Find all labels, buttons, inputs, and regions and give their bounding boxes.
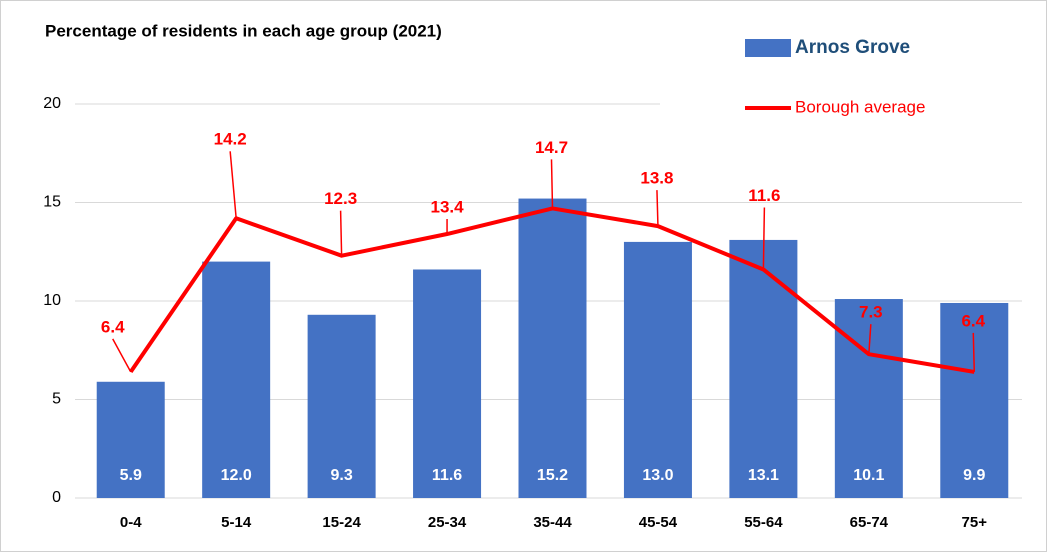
legend-background: [660, 22, 1030, 132]
line-value-label: 13.8: [640, 169, 673, 188]
bar: [202, 261, 271, 498]
line-value-label: 12.3: [324, 189, 357, 208]
x-tick-label: 5-14: [221, 514, 252, 531]
leader-line: [868, 324, 872, 355]
leader-line: [339, 210, 343, 256]
bar-value-label: 10.1: [853, 467, 884, 484]
x-tick-label: 75+: [962, 514, 988, 531]
bar-value-label: 12.0: [221, 467, 252, 484]
bar: [518, 198, 587, 498]
legend-swatch: [745, 39, 791, 57]
x-tick-label: 15-24: [322, 514, 361, 531]
x-tick-label: 45-54: [639, 514, 678, 531]
bar: [413, 269, 482, 498]
leader-line: [229, 151, 237, 219]
line-value-label: 11.6: [748, 186, 780, 205]
leader-line: [112, 338, 132, 373]
y-tick-label: 15: [43, 194, 61, 211]
bar: [307, 314, 376, 498]
bar: [729, 239, 798, 498]
y-tick-label: 10: [43, 292, 61, 309]
bar-value-label: 15.2: [537, 467, 568, 484]
leader-line: [762, 207, 766, 270]
chart-title: Percentage of residents in each age grou…: [45, 21, 442, 40]
bar: [623, 241, 692, 498]
bar-value-label: 11.6: [432, 467, 462, 484]
y-tick-label: 5: [52, 391, 61, 408]
line-value-label: 6.4: [101, 317, 125, 336]
line-value-label: 14.7: [535, 138, 568, 157]
x-tick-label: 35-44: [533, 514, 572, 531]
bar-value-label: 13.1: [748, 467, 779, 484]
x-tick-label: 55-64: [744, 514, 783, 531]
leader-line: [656, 190, 659, 227]
x-tick-label: 65-74: [850, 514, 889, 531]
bar: [940, 302, 1009, 498]
x-tick-label: 25-34: [428, 514, 467, 531]
bar-value-label: 9.9: [963, 467, 985, 484]
bar-value-label: 5.9: [120, 467, 142, 484]
bar: [834, 299, 903, 498]
y-tick-label: 20: [43, 95, 61, 112]
legend-label: Borough average: [795, 97, 925, 116]
bar: [96, 381, 165, 498]
y-tick-label: 0: [52, 489, 61, 506]
leader-line: [972, 332, 976, 372]
x-tick-label: 0-4: [120, 514, 142, 531]
bar-value-label: 13.0: [642, 467, 673, 484]
bar-value-label: 9.3: [330, 467, 352, 484]
line-value-label: 6.4: [961, 311, 985, 330]
line-value-label: 14.2: [214, 130, 247, 149]
leader-line: [550, 159, 554, 209]
legend-label: Arnos Grove: [795, 37, 910, 58]
line-value-label: 13.4: [431, 198, 465, 217]
line-value-label: 7.3: [859, 303, 883, 322]
